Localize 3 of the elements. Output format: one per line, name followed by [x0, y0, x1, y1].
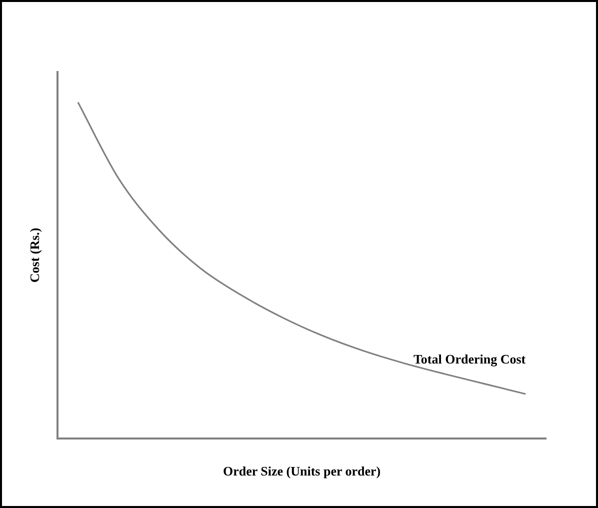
x-axis-title: Order Size (Units per order) — [222, 464, 381, 479]
y-axis-title: Cost (Rs.) — [27, 228, 42, 283]
series-label: Total Ordering Cost — [413, 351, 526, 366]
